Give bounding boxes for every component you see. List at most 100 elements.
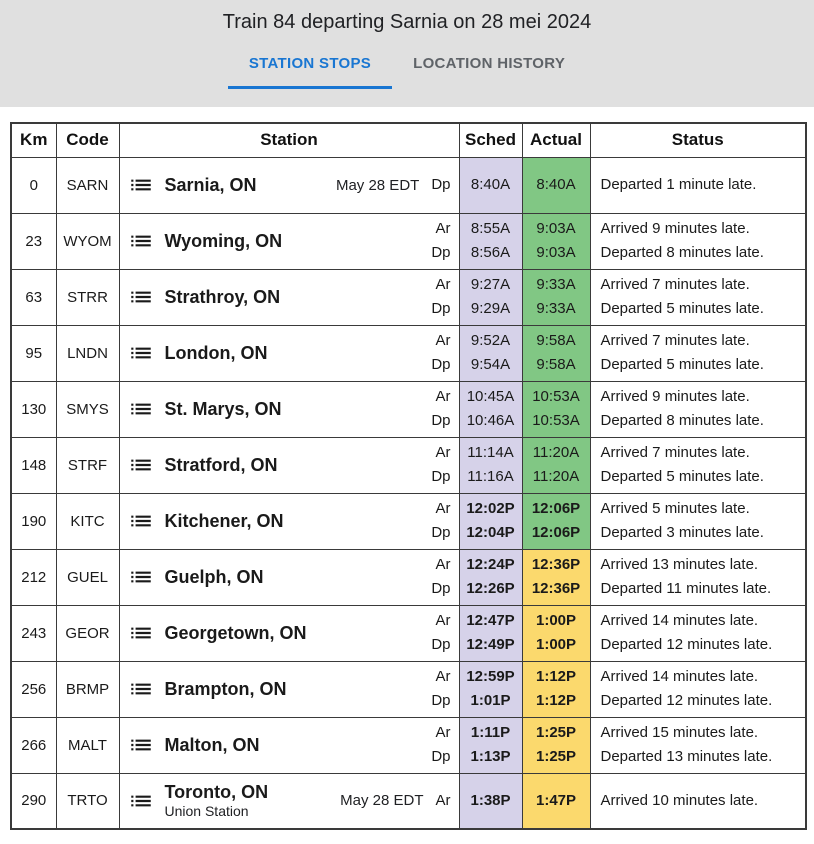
sched-time: 12:02P [466, 500, 515, 517]
status-cell: Arrived 7 minutes late. Departed 5 minute… [589, 324, 807, 382]
tab-location-history[interactable]: LOCATION HISTORY [392, 43, 586, 89]
status-text: Arrived 9 minutes late. [600, 220, 750, 237]
actual-time: 9:03A [536, 244, 576, 261]
status-cell: Arrived 5 minutes late. Departed 3 minute… [589, 492, 807, 550]
sched-cell: 1:11P 1:13P [458, 716, 523, 774]
table-body: 0 SARN Sarnia, ON May 28 EDT Dp [10, 156, 807, 830]
list-icon[interactable] [128, 732, 154, 758]
actual-cell: 1:00P 1:00P [521, 604, 591, 662]
km-cell: 63 [10, 268, 57, 326]
list-icon[interactable] [128, 676, 154, 702]
sched-cell: 1:38P [458, 772, 523, 830]
header: Train 84 departing Sarnia on 28 mei 2024… [0, 0, 814, 107]
ardp-label: Dp [431, 244, 451, 261]
table-row: 148 STRF Stratford, ON Ar Dp 1 [10, 436, 807, 494]
actual-time: 12:06P [531, 524, 581, 541]
actual-cell: 1:47P [521, 772, 591, 830]
actual-time: 9:33A [536, 300, 576, 317]
code-cell: KITC [55, 492, 120, 550]
column-header-status: Status [589, 122, 807, 158]
ardp-label: Ar [435, 444, 451, 461]
sched-cell: 12:02P 12:04P [458, 492, 523, 550]
list-icon[interactable] [128, 396, 154, 422]
station-name: Brampton, ON [164, 678, 287, 699]
sched-cell: 12:24P 12:26P [458, 548, 523, 606]
list-icon[interactable] [128, 620, 154, 646]
status-text: Arrived 9 minutes late. [600, 388, 750, 405]
ardp-labels: Ar Dp [431, 329, 450, 377]
ardp-labels: Ar Dp [431, 609, 450, 657]
column-header-km: Km [10, 122, 57, 158]
station-name: Stratford, ON [164, 454, 278, 475]
station-cell: Brampton, ON Ar Dp [118, 660, 460, 718]
actual-cell: 12:06P 12:06P [521, 492, 591, 550]
tab-bar: STATION STOPS LOCATION HISTORY [0, 43, 814, 89]
actual-time: 1:25P [535, 748, 577, 765]
actual-time: 1:00P [535, 636, 577, 653]
actual-cell: 12:36P 12:36P [521, 548, 591, 606]
sched-time: 12:04P [466, 524, 515, 541]
sched-time: 9:29A [470, 300, 511, 317]
code-cell: GUEL [55, 548, 120, 606]
actual-time: 11:20A [532, 468, 580, 485]
list-icon[interactable] [128, 452, 154, 478]
code-cell: SARN [55, 156, 120, 214]
list-icon[interactable] [128, 228, 154, 254]
ardp-label: Ar [435, 791, 451, 809]
sched-time: 1:11P [470, 724, 511, 741]
table-row: 95 LNDN London, ON Ar Dp 9:52A [10, 324, 807, 382]
list-icon[interactable] [128, 788, 154, 814]
ardp-labels: Ar [436, 789, 451, 813]
actual-cell: 9:58A 9:58A [521, 324, 591, 382]
ardp-labels: Ar Dp [431, 385, 450, 433]
status-text: Departed 8 minutes late. [600, 412, 764, 429]
km-cell: 256 [10, 660, 57, 718]
status-cell: Arrived 13 minutes late. Departed 11 minu… [589, 548, 807, 606]
table-row: 63 STRR Strathroy, ON Ar Dp 9: [10, 268, 807, 326]
status-text: Departed 8 minutes late. [600, 244, 764, 261]
sched-time: 9:52A [470, 332, 511, 349]
actual-cell: 11:20A 11:20A [521, 436, 591, 494]
km-cell: 243 [10, 604, 57, 662]
status-cell: Arrived 15 minutes late. Departed 13 minu… [589, 716, 807, 774]
status-text: Departed 11 minutes late. [600, 580, 772, 597]
tab-location-history-label: LOCATION HISTORY [413, 55, 566, 72]
ardp-label: Ar [435, 500, 451, 517]
actual-time: 1:47P [535, 791, 577, 809]
ardp-label: Ar [435, 220, 451, 237]
status-text: Departed 5 minutes late. [600, 300, 764, 317]
station-name: Kitchener, ON [164, 510, 284, 531]
station-cell: Georgetown, ON Ar Dp [118, 604, 460, 662]
sched-cell: 12:59P 1:01P [458, 660, 523, 718]
table-row: 0 SARN Sarnia, ON May 28 EDT Dp [10, 156, 807, 214]
list-icon[interactable] [128, 172, 154, 198]
ardp-labels: Ar Dp [431, 441, 450, 489]
list-icon[interactable] [128, 508, 154, 534]
km-cell: 266 [10, 716, 57, 774]
station-name: London, ON [164, 342, 268, 363]
station-cell: Malton, ON Ar Dp [118, 716, 460, 774]
actual-time: 12:06P [531, 500, 581, 517]
ardp-labels: Ar Dp [431, 665, 450, 713]
sched-cell: 8:55A 8:56A [458, 212, 523, 270]
station-cell: Stratford, ON Ar Dp [118, 436, 460, 494]
ardp-label: Dp [431, 636, 451, 653]
station-stops-table: Km Code Station Sched Actual Status 0 SA… [10, 122, 807, 830]
status-text: Arrived 14 minutes late. [600, 668, 759, 685]
ardp-label: Ar [435, 668, 451, 685]
tab-station-stops[interactable]: STATION STOPS [227, 43, 393, 89]
km-cell: 190 [10, 492, 57, 550]
list-icon[interactable] [128, 564, 154, 590]
date-note: May 28 EDT [340, 792, 424, 810]
ardp-label: Dp [431, 580, 451, 597]
code-cell: WYOM [55, 212, 120, 270]
list-icon[interactable] [128, 284, 154, 310]
table-row: 266 MALT Malton, ON Ar Dp 1:11 [10, 716, 807, 774]
code-cell: MALT [55, 716, 120, 774]
sched-time: 12:49P [466, 636, 515, 653]
actual-cell: 10:53A 10:53A [521, 380, 591, 438]
status-text: Departed 5 minutes late. [600, 356, 764, 373]
list-icon[interactable] [128, 340, 154, 366]
station-name: Georgetown, ON [164, 622, 307, 643]
ardp-label: Dp [431, 356, 451, 373]
